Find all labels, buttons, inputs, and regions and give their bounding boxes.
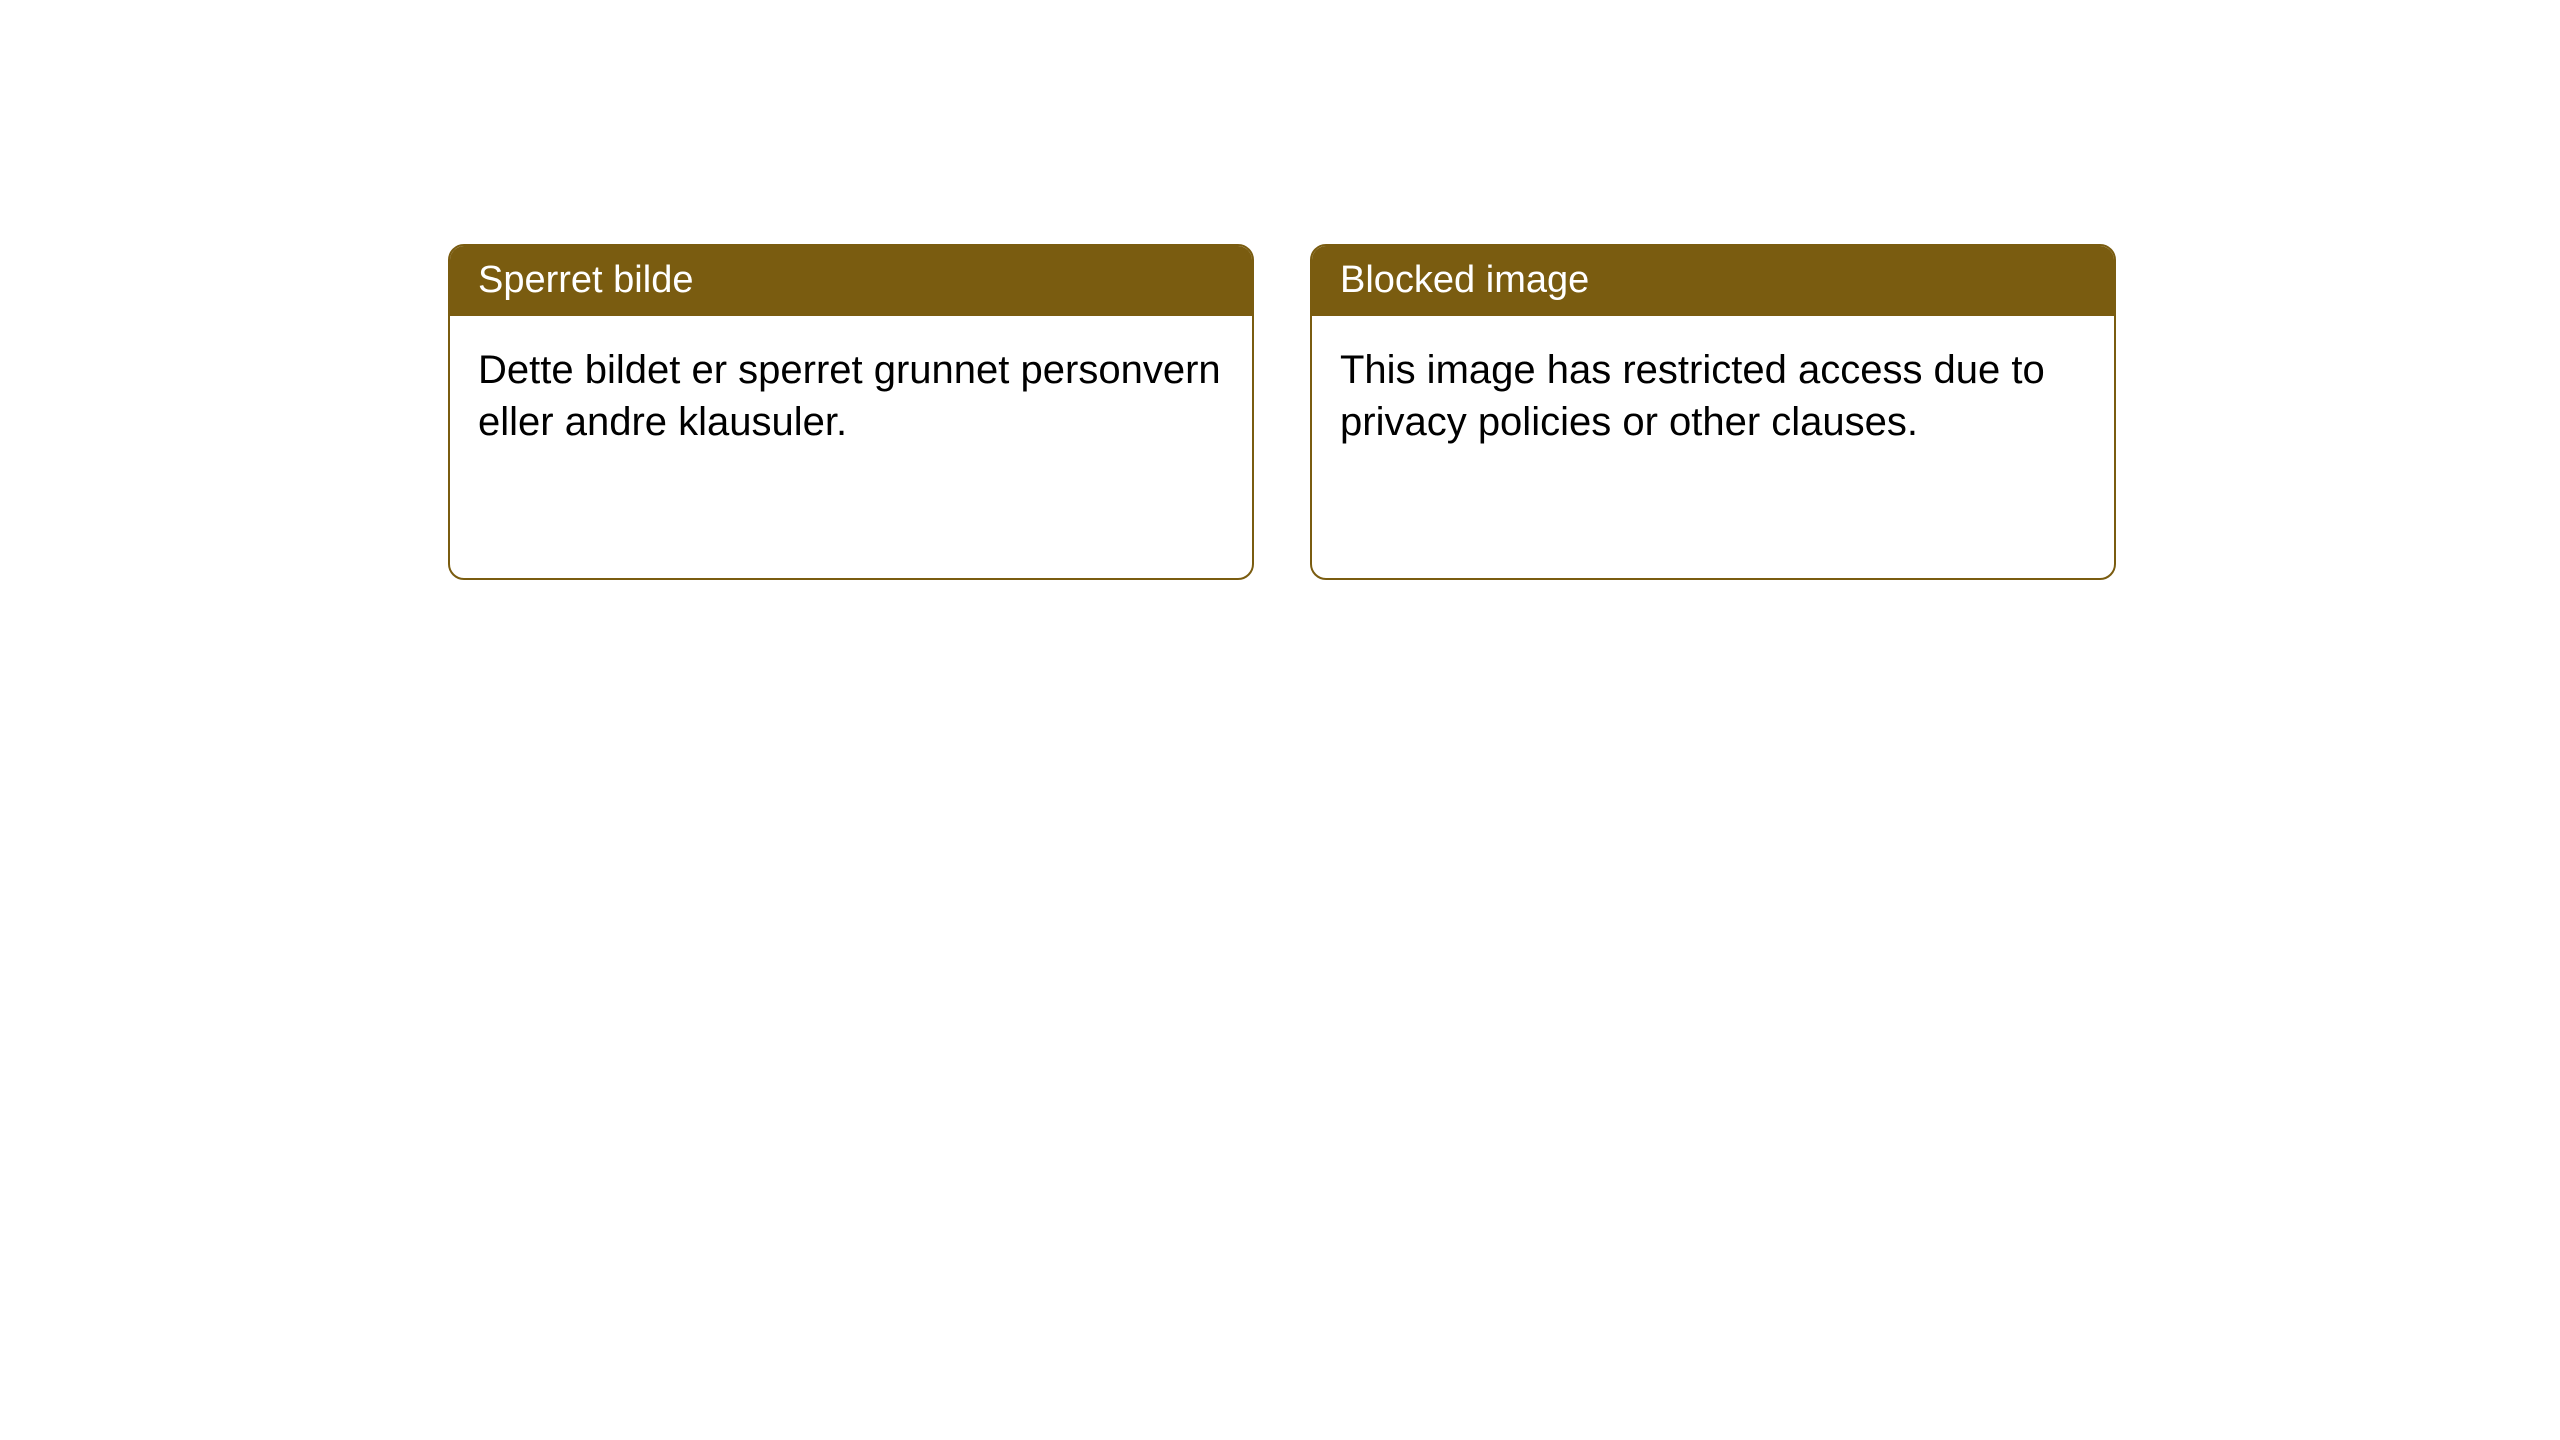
notice-card-body-no: Dette bildet er sperret grunnet personve… (450, 316, 1252, 578)
notice-cards-row: Sperret bilde Dette bildet er sperret gr… (448, 244, 2116, 580)
notice-card-en: Blocked image This image has restricted … (1310, 244, 2116, 580)
notice-card-header-no: Sperret bilde (450, 246, 1252, 316)
notice-card-text-no: Dette bildet er sperret grunnet personve… (478, 344, 1224, 448)
notice-card-text-en: This image has restricted access due to … (1340, 344, 2086, 448)
notice-card-header-en: Blocked image (1312, 246, 2114, 316)
notice-card-body-en: This image has restricted access due to … (1312, 316, 2114, 578)
notice-card-no: Sperret bilde Dette bildet er sperret gr… (448, 244, 1254, 580)
page-container: Sperret bilde Dette bildet er sperret gr… (0, 0, 2560, 1440)
